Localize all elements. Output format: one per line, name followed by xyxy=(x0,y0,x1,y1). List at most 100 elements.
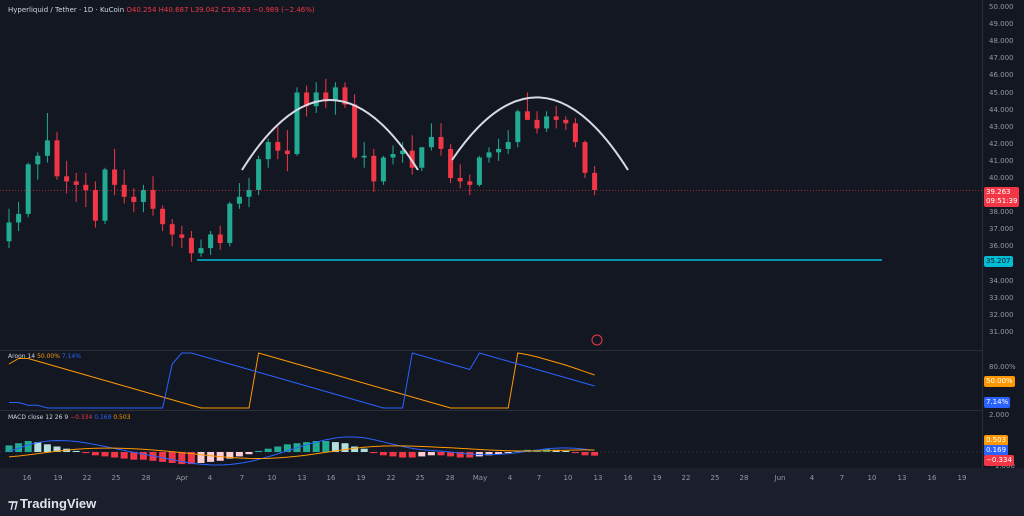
pane-divider[interactable] xyxy=(0,350,982,351)
close-value: C39.263 xyxy=(221,6,251,14)
candle-body xyxy=(256,159,262,190)
time-tick-label: 19 xyxy=(356,474,366,482)
price-tick-label: 50.000 xyxy=(989,3,1014,11)
macd-hist-bar xyxy=(34,442,42,452)
low-value: L39.042 xyxy=(190,6,220,14)
time-tick-label: 7 xyxy=(239,474,245,482)
price-tick-label: 34.000 xyxy=(989,276,1014,285)
price-axis[interactable]: 50.000 49.000 48.000 47.000 46.000 45.000 44.0… xyxy=(982,0,1024,470)
aroon-up-line xyxy=(8,352,595,409)
macd-signal-readout: 0.503 xyxy=(113,414,131,421)
candle-body xyxy=(486,152,492,158)
macd-hist-bar xyxy=(303,442,311,452)
macd-hist-bar xyxy=(322,441,330,452)
candle-body xyxy=(496,148,502,153)
time-tick-label: 7 xyxy=(839,474,845,482)
macd-hist-bar xyxy=(178,452,186,465)
candle-body xyxy=(294,92,300,155)
symbol-title[interactable]: Hyperliquid / Tether · 1D · KuCoin xyxy=(8,6,125,14)
price-tick-label: 41.000 xyxy=(989,156,1014,165)
macd-hist-bar xyxy=(495,452,503,455)
top-arc-left xyxy=(241,99,419,171)
macd-hist-bar xyxy=(437,452,445,456)
macd-hist-bar xyxy=(159,452,167,462)
candle-body xyxy=(246,189,252,197)
macd-hist-bar xyxy=(351,446,359,452)
aroon-up-readout: 50.00% xyxy=(37,353,60,360)
macd-hist-bar xyxy=(447,452,455,457)
time-tick-label: 22 xyxy=(386,474,396,482)
candle-body xyxy=(505,142,511,149)
candle-body xyxy=(419,147,425,168)
time-tick-label: Jun xyxy=(774,474,786,482)
candle-body xyxy=(198,248,204,254)
time-tick-label: 10 xyxy=(867,474,877,482)
chart-canvas[interactable] xyxy=(0,0,982,468)
price-tick-label: 44.000 xyxy=(989,105,1014,114)
price-tick-label: 43.000 xyxy=(989,122,1014,131)
tradingview-logo[interactable]: ⁊⁊ TradingView xyxy=(8,496,96,511)
candle-body xyxy=(25,164,31,214)
time-tick-label: 10 xyxy=(563,474,573,482)
aroon-indicator-label[interactable]: Aroon 14 50.00% 7.14% xyxy=(8,353,81,360)
candle-body xyxy=(236,196,242,204)
time-tick-label: 16 xyxy=(623,474,633,482)
footer-bar: ⁊⁊ TradingView xyxy=(0,490,1024,516)
aroon-down-readout: 7.14% xyxy=(61,353,81,360)
macd-hist-bar xyxy=(101,452,109,457)
macd-signal-line xyxy=(8,445,595,460)
macd-hist-bar xyxy=(82,452,90,454)
macd-line xyxy=(8,436,595,466)
candle-body xyxy=(112,169,118,185)
time-tick-label: Apr xyxy=(175,474,189,482)
candle-body xyxy=(121,184,127,197)
macd-hist-bar xyxy=(466,452,474,458)
time-tick-label: 4 xyxy=(207,474,213,482)
macd-hist-bar xyxy=(408,452,416,458)
price-tick-label: 40.000 xyxy=(989,174,1014,182)
aroon-down-tag: 7.14% xyxy=(984,397,1011,408)
candle-body xyxy=(217,234,223,243)
macd-hist-bar xyxy=(379,452,387,456)
chart-area[interactable] xyxy=(0,0,982,468)
macd-line-readout: 0.169 xyxy=(94,414,112,421)
macd-hist-bar xyxy=(130,452,138,460)
alert-icon xyxy=(591,334,603,346)
time-axis[interactable]: 16 19 22 25 28 Apr 4 7 10 13 16 19 22 25 28 May 4 7 10 13 16… xyxy=(0,468,982,488)
macd-hist-bar xyxy=(5,445,13,452)
candle-body xyxy=(361,155,367,158)
candle-body xyxy=(169,224,175,235)
time-tick-label: 7 xyxy=(536,474,542,482)
macd-hist-bar xyxy=(111,452,119,458)
candle-body xyxy=(457,178,463,182)
macd-signal-tag: 0.503 xyxy=(984,435,1009,446)
macd-indicator-label[interactable]: MACD close 12 26 9 −0.334 0.169 0.503 xyxy=(8,414,131,421)
macd-hist-bar xyxy=(331,442,339,452)
macd-hist-bar xyxy=(514,450,522,452)
macd-hist-bar xyxy=(24,441,32,452)
candle-body xyxy=(83,184,89,190)
macd-hist-bar xyxy=(418,452,426,457)
price-tick-label: 47.000 xyxy=(989,54,1014,63)
support-price-tag: 35.207 xyxy=(984,256,1013,267)
macd-hist-bar xyxy=(571,452,579,454)
candle-body xyxy=(400,150,406,155)
indicator-tick-label: 2.000 xyxy=(989,411,1010,419)
macd-hist-bar xyxy=(264,448,272,452)
time-tick-label: 16 xyxy=(22,474,32,482)
time-tick-label: 13 xyxy=(593,474,603,482)
tradingview-logo-icon: ⁊⁊ xyxy=(8,496,18,511)
macd-hist-bar xyxy=(562,450,570,452)
macd-hist-bar xyxy=(91,452,99,456)
time-tick-label: 28 xyxy=(445,474,455,482)
macd-hist-bar xyxy=(591,452,599,456)
macd-hist-bar xyxy=(43,444,51,452)
time-tick-label: 25 xyxy=(111,474,121,482)
pane-divider[interactable] xyxy=(0,410,982,411)
time-tick-label: 10 xyxy=(267,474,277,482)
candle-body xyxy=(64,176,70,182)
candle-body xyxy=(35,155,41,165)
time-tick-label: 19 xyxy=(652,474,662,482)
change-value: −0.989 (−2.46%) xyxy=(252,6,315,14)
macd-hist-bar xyxy=(274,446,282,452)
